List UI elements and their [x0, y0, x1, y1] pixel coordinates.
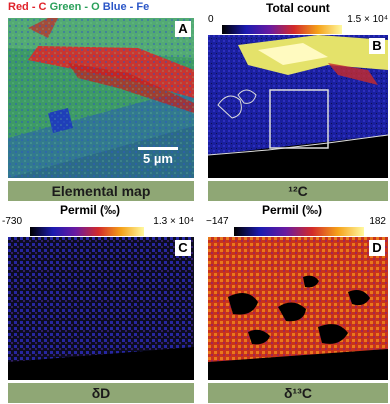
- panel-d-colorbar: −147 Permil (‰) 182: [200, 202, 390, 236]
- panel-d-colorbar-max: 182: [369, 216, 386, 227]
- panel-b-letter: B: [369, 38, 385, 54]
- scale-bar-line: [138, 147, 178, 150]
- 12c-map-image: B: [208, 35, 388, 178]
- delta-13c-map-image: D: [208, 237, 388, 380]
- delta-d-map-image: C: [8, 237, 194, 380]
- panel-b-12c: 0 Total count 1.5 × 10⁴ B ¹²C: [200, 0, 390, 202]
- panel-c-colorbar-gradient: [30, 227, 144, 236]
- panel-d-colorbar-gradient: [234, 227, 364, 236]
- legend-red-carbon: Red - C: [8, 1, 47, 13]
- panel-b-colorbar-title: Total count: [266, 1, 330, 15]
- panel-a-letter: A: [175, 21, 191, 37]
- panel-b-colorbar-min: 0: [208, 14, 214, 25]
- panel-c-colorbar-max: 1.3 × 10⁴: [153, 216, 194, 227]
- panel-d-delta-13c: −147 Permil (‰) 182 D δ¹³C: [200, 202, 390, 404]
- scale-bar: 5 µm: [136, 147, 180, 166]
- panel-a-caption: Elemental map: [8, 181, 194, 201]
- panel-a-elemental-map: Red - C Green - O Blue - Fe A 5 µm: [0, 0, 194, 202]
- panel-d-colorbar-min: −147: [206, 216, 229, 227]
- legend-blue-iron: Blue - Fe: [102, 1, 150, 13]
- panel-b-caption: ¹²C: [208, 181, 388, 201]
- legend-green-oxygen: Green - O: [49, 1, 100, 13]
- panel-d-colorbar-title: Permil (‰): [262, 203, 323, 217]
- panel-b-colorbar-max: 1.5 × 10⁴: [347, 14, 388, 25]
- scale-bar-label: 5 µm: [143, 151, 173, 166]
- panel-c-caption: δD: [8, 383, 194, 403]
- panel-a-legend: Red - C Green - O Blue - Fe: [8, 1, 149, 13]
- panel-d-letter: D: [369, 240, 385, 256]
- panel-c-colorbar-title: Permil (‰): [60, 203, 121, 217]
- panel-b-colorbar-gradient: [222, 25, 342, 34]
- panel-c-colorbar-min: -730: [2, 216, 23, 227]
- panel-b-colorbar: 0 Total count 1.5 × 10⁴: [208, 0, 388, 34]
- panel-d-caption: δ¹³C: [208, 383, 388, 403]
- panel-c-delta-d: -730 Permil (‰) 1.3 × 10⁴ C δD: [0, 202, 194, 404]
- elemental-map-image: A 5 µm: [8, 18, 194, 178]
- panel-c-colorbar: -730 Permil (‰) 1.3 × 10⁴: [0, 202, 194, 236]
- panel-c-letter: C: [175, 240, 191, 256]
